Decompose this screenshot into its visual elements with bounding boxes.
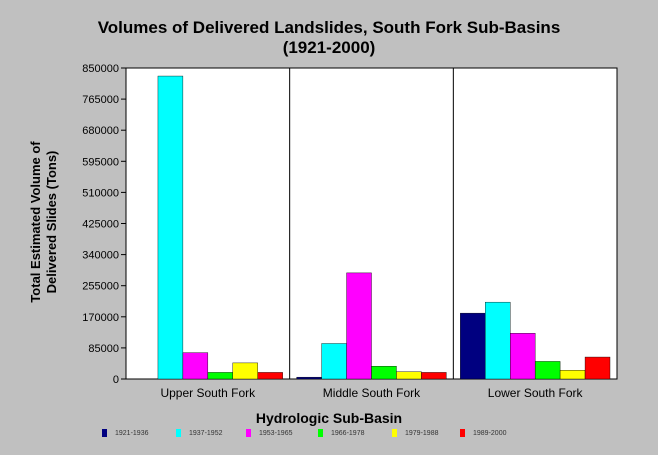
- y-tick-label: 765000: [82, 94, 119, 106]
- legend-item: 1979-1988: [392, 429, 438, 437]
- legend-item: 1966-1978: [318, 429, 364, 437]
- legend-swatch: [318, 429, 323, 437]
- legend-swatch: [460, 429, 465, 437]
- y-tick-label: 0: [113, 374, 119, 386]
- legend-label: 1937-1952: [189, 429, 223, 437]
- bar: [534, 361, 561, 380]
- bar: [182, 352, 209, 380]
- bar: [346, 272, 372, 380]
- bar-chart: 0 85000 170000 255000 340000 425000 510000 5950…: [82, 63, 618, 400]
- x-tick-label: Lower South Fork: [488, 386, 584, 400]
- legend-label: 1953-1965: [259, 429, 293, 437]
- legend-label: 1979-1988: [405, 429, 439, 437]
- legend-item: 1921-1936: [102, 429, 148, 437]
- bar: [584, 356, 611, 380]
- legend-label: 1966-1978: [331, 429, 365, 437]
- y-tick-label: 425000: [82, 219, 119, 231]
- bar: [485, 301, 511, 380]
- legend-label: 1921-1936: [115, 429, 149, 437]
- legend-swatch: [102, 429, 107, 437]
- bar: [460, 312, 486, 380]
- x-tick-label: Middle South Fork: [323, 386, 421, 400]
- bar: [257, 372, 283, 380]
- legend-swatch: [392, 429, 397, 437]
- legend-item: 1953-1965: [246, 429, 292, 437]
- bar: [510, 333, 536, 380]
- bar: [371, 365, 397, 380]
- bar: [157, 75, 184, 380]
- legend-swatch: [176, 429, 181, 437]
- y-tick-label: 680000: [82, 125, 119, 137]
- legend-item: 1989-2000: [460, 429, 506, 437]
- legend-item: 1937-1952: [176, 429, 222, 437]
- bar: [207, 372, 233, 380]
- legend-swatch: [246, 429, 251, 437]
- bar: [559, 370, 586, 380]
- bar: [396, 371, 422, 380]
- y-tick-label: 850000: [82, 63, 119, 75]
- bar: [296, 376, 322, 380]
- bar: [232, 362, 258, 380]
- chart-subtitle: (1921-2000): [282, 38, 376, 57]
- y-tick-label: 255000: [82, 281, 119, 293]
- chart-title: Volumes of Delivered Landslides, South F…: [97, 18, 561, 37]
- bar: [421, 372, 447, 380]
- legend-label: 1989-2000: [473, 429, 507, 437]
- y-tick-label: 170000: [82, 312, 119, 324]
- y-tick-label: 340000: [82, 250, 119, 262]
- y-tick-label: 510000: [82, 187, 119, 199]
- legend: 1921-1936 1937-1952 1953-1965 1966-1978 1979…: [96, 429, 556, 443]
- y-tick-label: 595000: [82, 156, 119, 168]
- bar: [321, 343, 347, 380]
- x-axis-label: Hydrologic Sub-Basin: [255, 410, 403, 426]
- x-tick-label: Upper South Fork: [160, 386, 256, 400]
- y-tick-label: 85000: [88, 343, 119, 355]
